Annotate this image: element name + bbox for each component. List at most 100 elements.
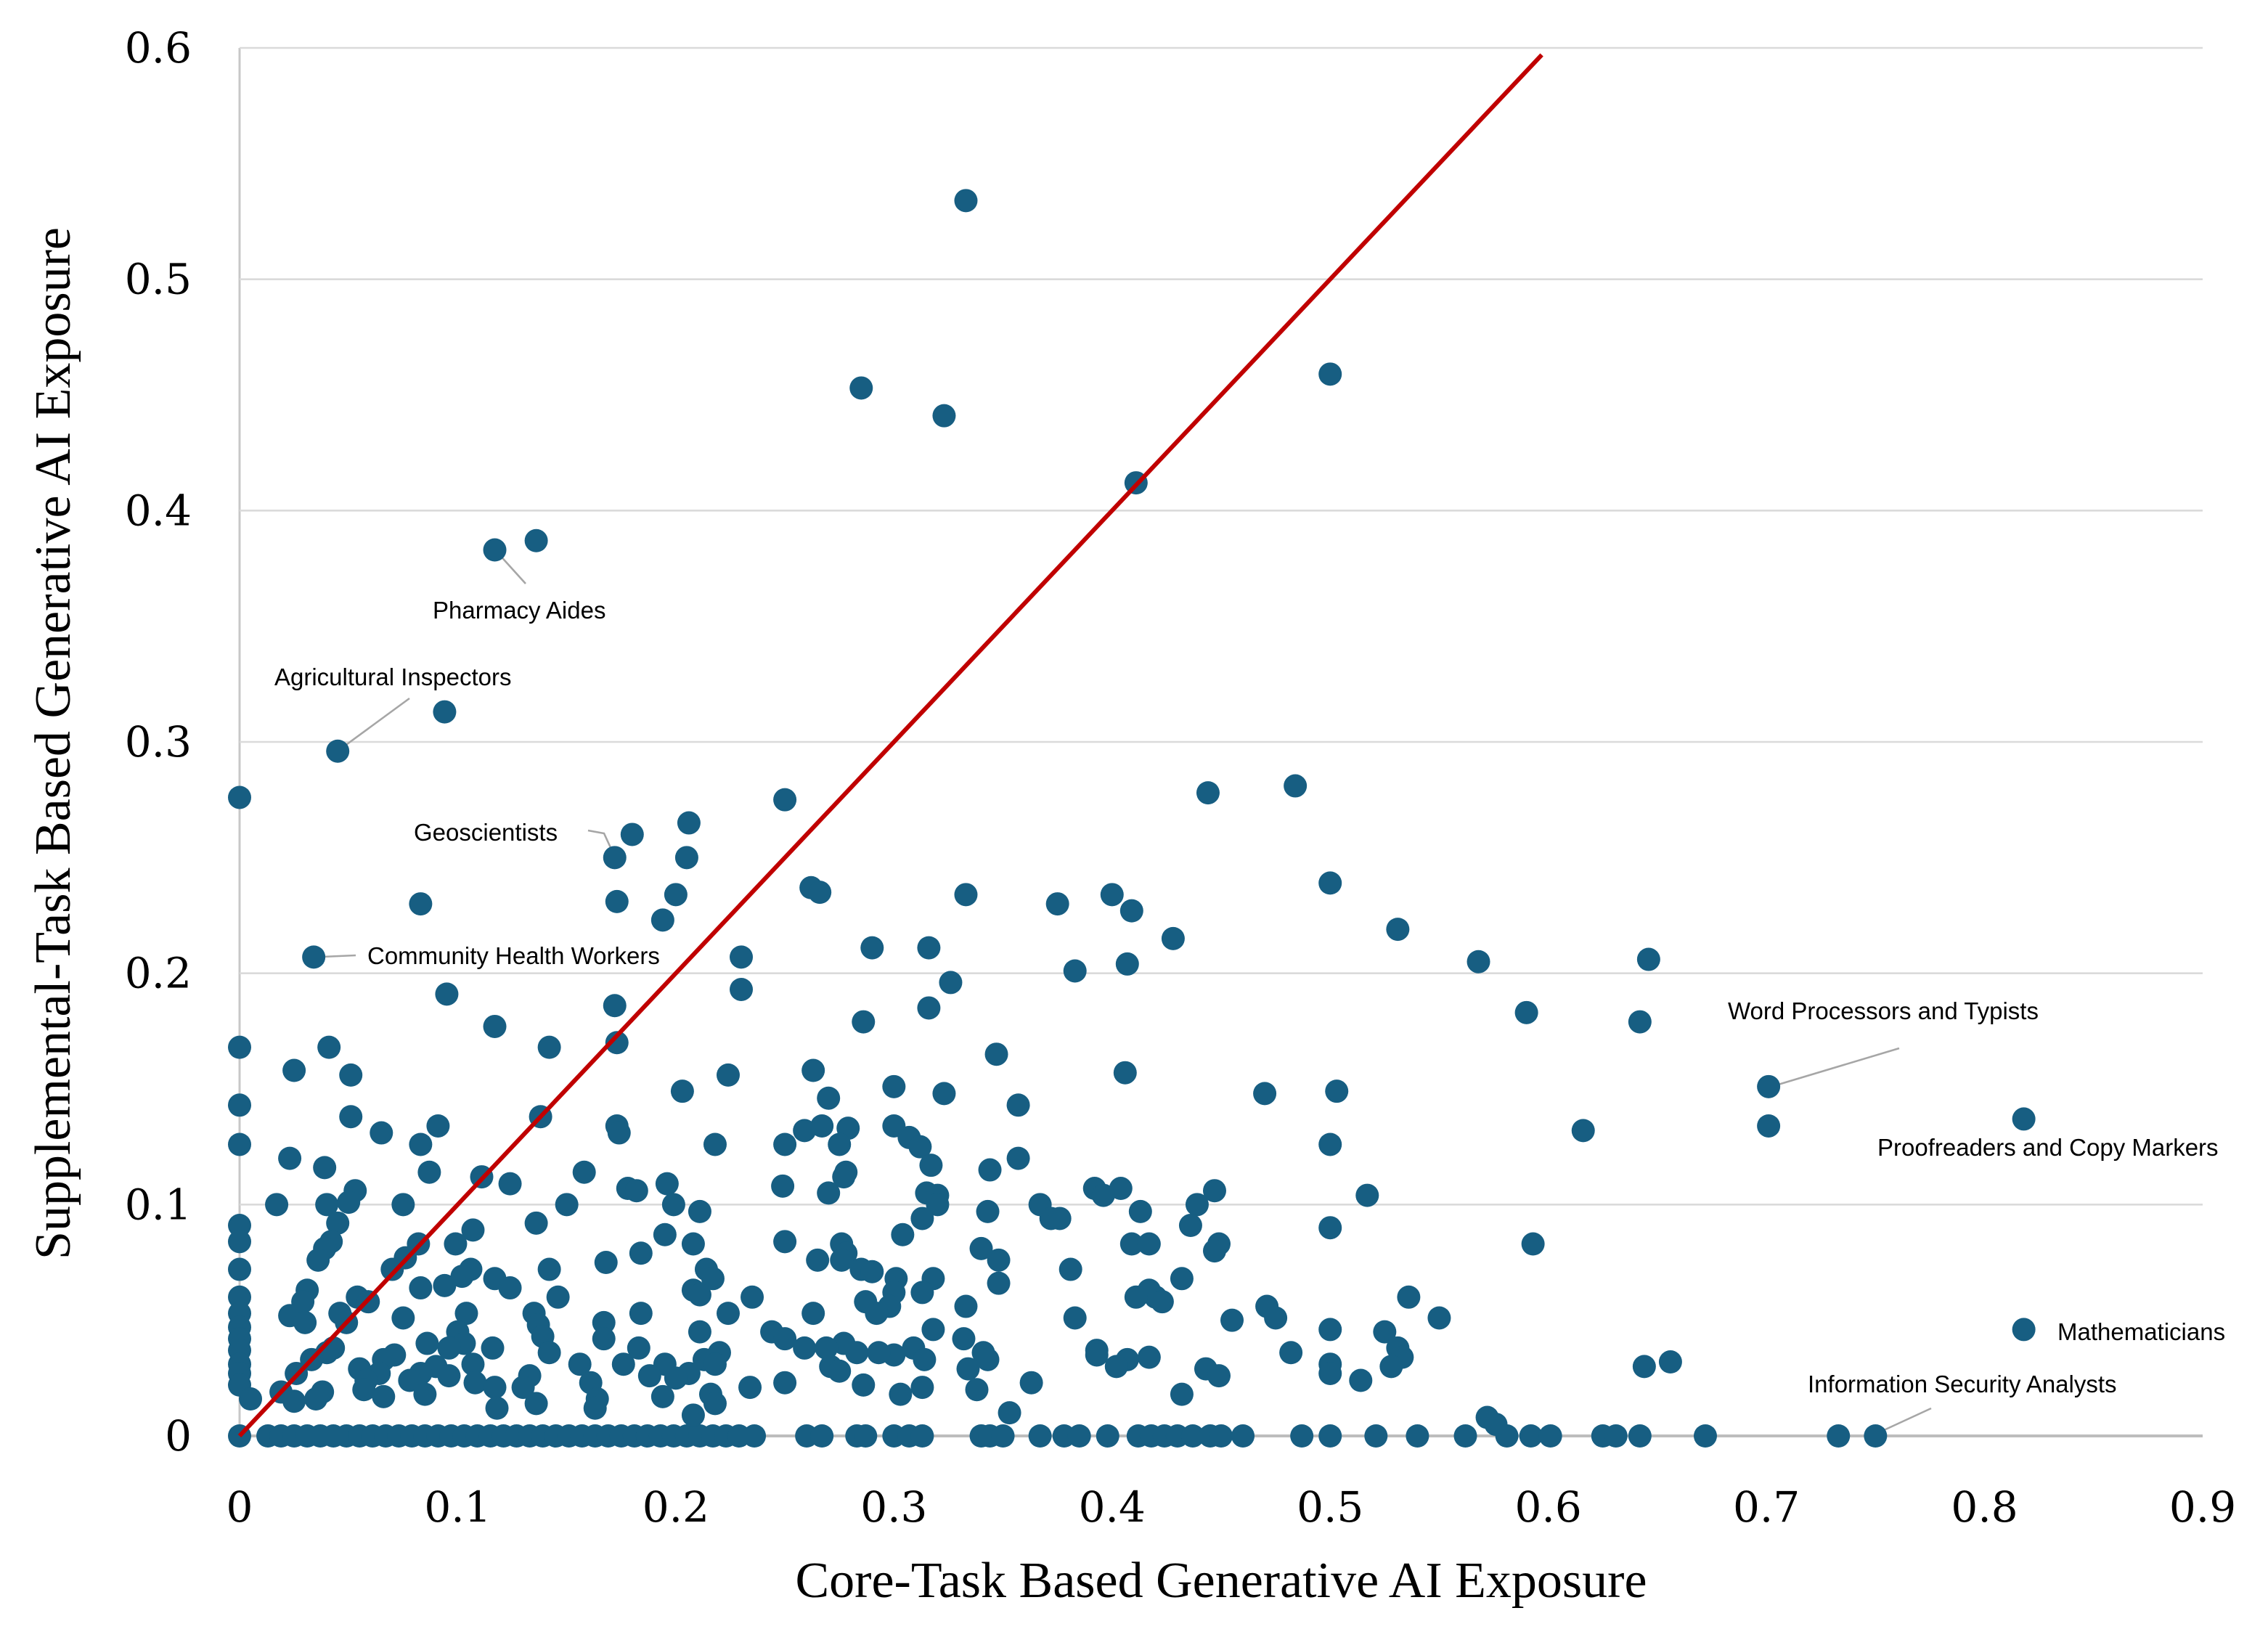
data-point bbox=[1521, 1232, 1545, 1256]
data-point bbox=[860, 1260, 884, 1283]
data-point bbox=[810, 1114, 834, 1138]
data-point bbox=[1628, 1424, 1652, 1448]
data-point bbox=[845, 1341, 869, 1365]
annotation-label: Mathematicians bbox=[2057, 1318, 2225, 1345]
data-point bbox=[773, 1230, 797, 1254]
data-point bbox=[954, 189, 978, 213]
data-point bbox=[1318, 1424, 1342, 1448]
data-point bbox=[433, 700, 457, 724]
data-point bbox=[984, 1042, 1008, 1066]
data-point bbox=[681, 1403, 705, 1427]
annotation-label: Pharmacy Aides bbox=[433, 597, 605, 624]
data-point bbox=[524, 528, 548, 552]
data-point bbox=[703, 1352, 727, 1376]
data-point bbox=[572, 1160, 596, 1184]
data-point bbox=[1185, 1193, 1209, 1217]
data-point bbox=[1318, 871, 1342, 895]
data-point bbox=[1279, 1341, 1303, 1365]
data-point bbox=[1264, 1306, 1288, 1330]
data-point bbox=[2012, 1107, 2036, 1131]
data-point bbox=[793, 1119, 817, 1143]
data-point bbox=[483, 1376, 507, 1400]
data-point bbox=[650, 908, 674, 932]
y-tick-label: 0.6 bbox=[125, 23, 192, 73]
data-point bbox=[1632, 1355, 1656, 1379]
data-point bbox=[481, 1336, 505, 1360]
data-point bbox=[730, 977, 754, 1001]
data-point bbox=[1349, 1368, 1373, 1392]
x-axis-title: Core-Task Based Generative AI Exposure bbox=[795, 1553, 1647, 1609]
data-point bbox=[1318, 362, 1342, 386]
data-point bbox=[1210, 1424, 1233, 1448]
data-point bbox=[1318, 1318, 1342, 1342]
data-point bbox=[415, 1331, 439, 1355]
data-point bbox=[653, 1222, 677, 1246]
data-point bbox=[454, 1302, 478, 1326]
data-point bbox=[1202, 1239, 1226, 1263]
data-point bbox=[444, 1232, 468, 1256]
data-point bbox=[1119, 899, 1143, 923]
data-point bbox=[1161, 926, 1185, 950]
data-point bbox=[773, 788, 797, 812]
data-point bbox=[674, 846, 698, 870]
data-point bbox=[228, 1257, 251, 1281]
data-point bbox=[976, 1347, 1000, 1371]
data-point bbox=[926, 1193, 950, 1217]
annotation-label: Proofreaders and Copy Markers bbox=[1877, 1134, 2219, 1161]
data-point bbox=[1091, 1183, 1115, 1207]
data-point bbox=[1113, 1061, 1137, 1085]
data-point bbox=[1085, 1343, 1109, 1367]
data-point bbox=[655, 1172, 679, 1196]
data-point bbox=[485, 1396, 509, 1420]
data-point bbox=[1628, 1010, 1652, 1034]
data-point bbox=[987, 1271, 1011, 1295]
data-point bbox=[910, 1207, 934, 1230]
data-point bbox=[605, 1031, 629, 1055]
data-point bbox=[688, 1320, 711, 1344]
y-tick-label: 0.5 bbox=[125, 255, 192, 304]
data-point bbox=[315, 1193, 339, 1217]
data-point bbox=[908, 1135, 932, 1159]
data-point bbox=[801, 1302, 825, 1326]
data-point bbox=[605, 889, 629, 913]
data-point bbox=[1109, 1177, 1133, 1201]
data-point bbox=[882, 1074, 906, 1098]
data-point bbox=[867, 1341, 891, 1365]
data-point bbox=[282, 1058, 306, 1082]
data-point bbox=[828, 1132, 852, 1156]
x-tick-label: 0.7 bbox=[1733, 1482, 1800, 1532]
data-point bbox=[1104, 1355, 1128, 1379]
data-point bbox=[293, 1310, 317, 1334]
data-point bbox=[239, 1387, 263, 1411]
data-point bbox=[738, 1376, 762, 1400]
y-tick-label: 0.1 bbox=[125, 1180, 192, 1229]
data-point bbox=[664, 1366, 688, 1390]
data-point bbox=[828, 1359, 852, 1383]
data-point bbox=[969, 1236, 993, 1260]
data-point bbox=[978, 1158, 1002, 1182]
data-point bbox=[688, 1283, 711, 1307]
data-point bbox=[889, 1382, 913, 1406]
data-point bbox=[398, 1368, 422, 1392]
data-point bbox=[1397, 1285, 1421, 1309]
data-point bbox=[1373, 1320, 1397, 1344]
data-point bbox=[1063, 959, 1087, 983]
annotation-label: Community Health Workers bbox=[367, 942, 660, 969]
data-point bbox=[1519, 1424, 1543, 1448]
data-point bbox=[1006, 1093, 1030, 1117]
data-point bbox=[965, 1378, 989, 1402]
data-point bbox=[808, 881, 832, 905]
data-point bbox=[637, 1364, 661, 1388]
annotation-leader-line bbox=[1768, 1047, 1900, 1089]
data-point bbox=[681, 1232, 705, 1256]
data-point bbox=[991, 1424, 1015, 1448]
data-point bbox=[1636, 947, 1660, 971]
data-point bbox=[1757, 1074, 1781, 1098]
data-point bbox=[568, 1352, 592, 1376]
data-point bbox=[1019, 1371, 1043, 1395]
annotation-label: Geoscientists bbox=[414, 819, 558, 846]
data-point bbox=[773, 1327, 797, 1351]
data-point bbox=[773, 1132, 797, 1156]
data-point bbox=[1571, 1119, 1595, 1143]
data-point bbox=[1150, 1290, 1174, 1314]
